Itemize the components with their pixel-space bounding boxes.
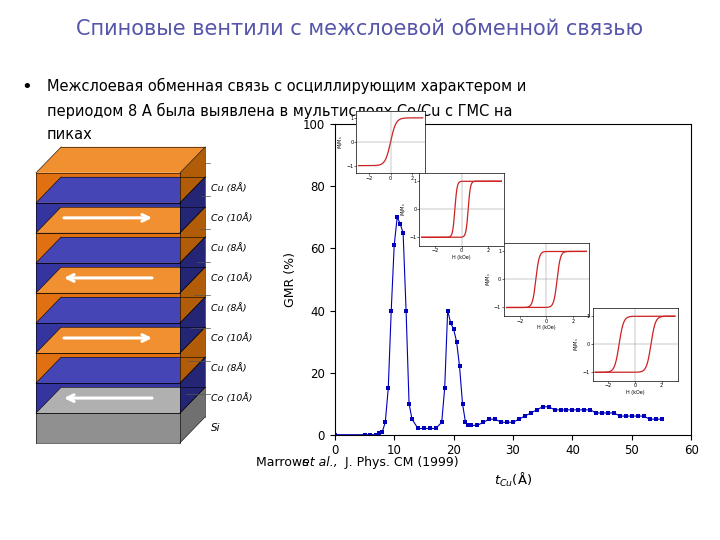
- Text: Межслоевая обменная связь с осциллирующим характером и: Межслоевая обменная связь с осциллирующи…: [47, 78, 526, 94]
- Polygon shape: [36, 293, 180, 323]
- Text: Cu (8Å): Cu (8Å): [211, 303, 246, 313]
- Polygon shape: [36, 147, 205, 173]
- Text: Cu (8Å): Cu (8Å): [211, 243, 246, 253]
- Text: •: •: [22, 78, 32, 96]
- Polygon shape: [36, 323, 180, 353]
- Text: пиках: пиках: [47, 127, 93, 142]
- Y-axis label: GMR (%): GMR (%): [284, 252, 297, 307]
- Polygon shape: [36, 297, 205, 323]
- Polygon shape: [36, 327, 205, 353]
- Text: Cu (8Å): Cu (8Å): [211, 183, 246, 193]
- Text: Спиновые вентили с межслоевой обменной связью: Спиновые вентили с межслоевой обменной с…: [76, 19, 644, 39]
- Text: J. Phys. CM (1999): J. Phys. CM (1999): [337, 456, 459, 469]
- Text: Co (10Å): Co (10Å): [211, 273, 253, 283]
- Y-axis label: $M/M_s$: $M/M_s$: [484, 273, 492, 286]
- Polygon shape: [180, 357, 205, 413]
- Polygon shape: [36, 173, 180, 203]
- Y-axis label: $M/M_s$: $M/M_s$: [399, 202, 408, 216]
- Text: et al.,: et al.,: [302, 456, 338, 469]
- Polygon shape: [36, 353, 180, 383]
- Polygon shape: [36, 177, 205, 203]
- Polygon shape: [36, 267, 205, 293]
- Y-axis label: $M/M_s$: $M/M_s$: [336, 135, 345, 148]
- Text: $t_{Cu}$(Å): $t_{Cu}$(Å): [494, 470, 532, 489]
- Polygon shape: [180, 207, 205, 263]
- X-axis label: H (kOe): H (kOe): [452, 255, 471, 260]
- Text: Co (10Å): Co (10Å): [211, 333, 253, 343]
- Polygon shape: [180, 327, 205, 383]
- Polygon shape: [36, 387, 205, 413]
- X-axis label: H (kOe): H (kOe): [537, 325, 556, 330]
- Polygon shape: [180, 177, 205, 233]
- Polygon shape: [180, 387, 205, 443]
- Polygon shape: [36, 237, 205, 263]
- Text: Marrows: Marrows: [256, 456, 312, 469]
- Polygon shape: [180, 147, 205, 203]
- Polygon shape: [36, 207, 205, 233]
- Text: Co (10Å): Co (10Å): [211, 213, 253, 223]
- Polygon shape: [36, 383, 180, 413]
- Y-axis label: $M/M_s$: $M/M_s$: [572, 338, 581, 351]
- Text: Si: Si: [211, 423, 220, 433]
- Polygon shape: [36, 233, 180, 263]
- Text: H (kOe): H (kOe): [380, 195, 409, 205]
- Polygon shape: [180, 237, 205, 293]
- Polygon shape: [36, 413, 180, 443]
- Polygon shape: [180, 297, 205, 353]
- Polygon shape: [36, 203, 180, 233]
- Text: Co (10Å): Co (10Å): [211, 393, 253, 403]
- Text: периодом 8 А была выявлена в мультислоях Co/Cu с ГМС на: периодом 8 А была выявлена в мультислоях…: [47, 103, 513, 119]
- X-axis label: H (kOe): H (kOe): [626, 390, 644, 395]
- Polygon shape: [36, 263, 180, 293]
- Text: Cu (8Å): Cu (8Å): [211, 363, 246, 373]
- Polygon shape: [180, 267, 205, 323]
- Polygon shape: [36, 357, 205, 383]
